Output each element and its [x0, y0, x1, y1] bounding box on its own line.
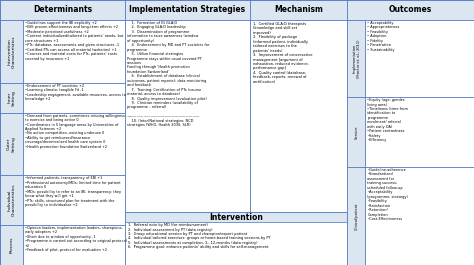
Text: Intervention: Intervention: [209, 213, 263, 222]
Bar: [23, 225, 125, 265]
Text: •Guideline-adherence
•Standardized
assessment for
training success;
scheduled fo: •Guideline-adherence •Standardized asses…: [367, 168, 408, 221]
Text: 1.  Referral note by MD (for reimbursement)
2.  Individual assessment by PT (dat: 1. Referral note by MD (for reimbursemen…: [128, 223, 270, 249]
Bar: [23, 20, 125, 83]
Bar: [365, 20, 474, 97]
Text: •Equity (age, gender,
living area)
•Timeliness (time from
identification to
prog: •Equity (age, gender, living area) •Time…: [367, 98, 408, 142]
Bar: [250, 0, 347, 20]
Text: Implementation
(Proctor et. al., 2011): Implementation (Proctor et. al., 2011): [352, 39, 361, 78]
Bar: [347, 20, 365, 97]
Text: •Opinion leaders, implementation leaders, champions,
early adopters +2
•Short du: •Opinion leaders, implementation leaders…: [25, 226, 127, 252]
Text: •Demand from patients, sometimes missing willingness
to exercise and being activ: •Demand from patients, sometimes missing…: [25, 114, 125, 149]
Text: Mechanism: Mechanism: [274, 6, 323, 14]
Text: Outer
Setting: Outer Setting: [7, 136, 16, 152]
Text: Clinical/patient: Clinical/patient: [355, 202, 358, 230]
Bar: [23, 113, 125, 175]
Bar: [365, 167, 474, 265]
Text: Determinants: Determinants: [33, 6, 92, 14]
Text: Individual
Characteristics: Individual Characteristics: [7, 184, 16, 216]
Bar: [347, 0, 474, 20]
Bar: [250, 20, 347, 212]
Bar: [365, 97, 474, 167]
Text: •Guidelines support the IBI explicitly +2
•EBI: proven effectiveness and long-te: •Guidelines support the IBI explicitly +…: [25, 21, 123, 60]
Bar: [23, 83, 125, 113]
Bar: [125, 212, 347, 265]
Text: 1.  Certified GLA:D therapists
(knowledge and skill set
improved)
2.  Flexibilit: 1. Certified GLA:D therapists (knowledge…: [253, 22, 313, 84]
Bar: [0, 113, 23, 175]
Bar: [125, 20, 250, 212]
Text: Process: Process: [9, 237, 13, 253]
Bar: [347, 167, 365, 265]
Text: Inner
Setting: Inner Setting: [7, 90, 16, 105]
Text: •Endorsement of PT societies +2
•Learning climate, tangible Fit -1
•Leadership e: •Endorsement of PT societies +2 •Learnin…: [25, 84, 126, 101]
Bar: [23, 175, 125, 225]
Bar: [0, 83, 23, 113]
Text: 1.  Formation of IG GLA:D
    2.  Engaging GLA:D leadership
    3.  Disseminatio: 1. Formation of IG GLA:D 2. Engaging GLA…: [127, 21, 210, 127]
Bar: [0, 20, 23, 83]
Text: Service: Service: [355, 125, 358, 139]
Bar: [125, 0, 250, 20]
Text: •Informed patients, transparency of EBI +1
•Professional autonomy/MDs: limited t: •Informed patients, transparency of EBI …: [25, 176, 121, 207]
Text: Intervention
Characteristics: Intervention Characteristics: [7, 35, 16, 68]
Bar: [347, 97, 365, 167]
Bar: [0, 175, 23, 225]
Bar: [0, 225, 23, 265]
Bar: [125, 212, 347, 222]
Text: • Acceptability
• Appropriateness
• Feasibility
• Adoption
• Fidelity
• Penetrat: • Acceptability • Appropriateness • Feas…: [367, 21, 400, 52]
Text: Implementation Strategies: Implementation Strategies: [129, 6, 246, 14]
Bar: [0, 0, 125, 20]
Text: Outcomes: Outcomes: [389, 6, 432, 14]
